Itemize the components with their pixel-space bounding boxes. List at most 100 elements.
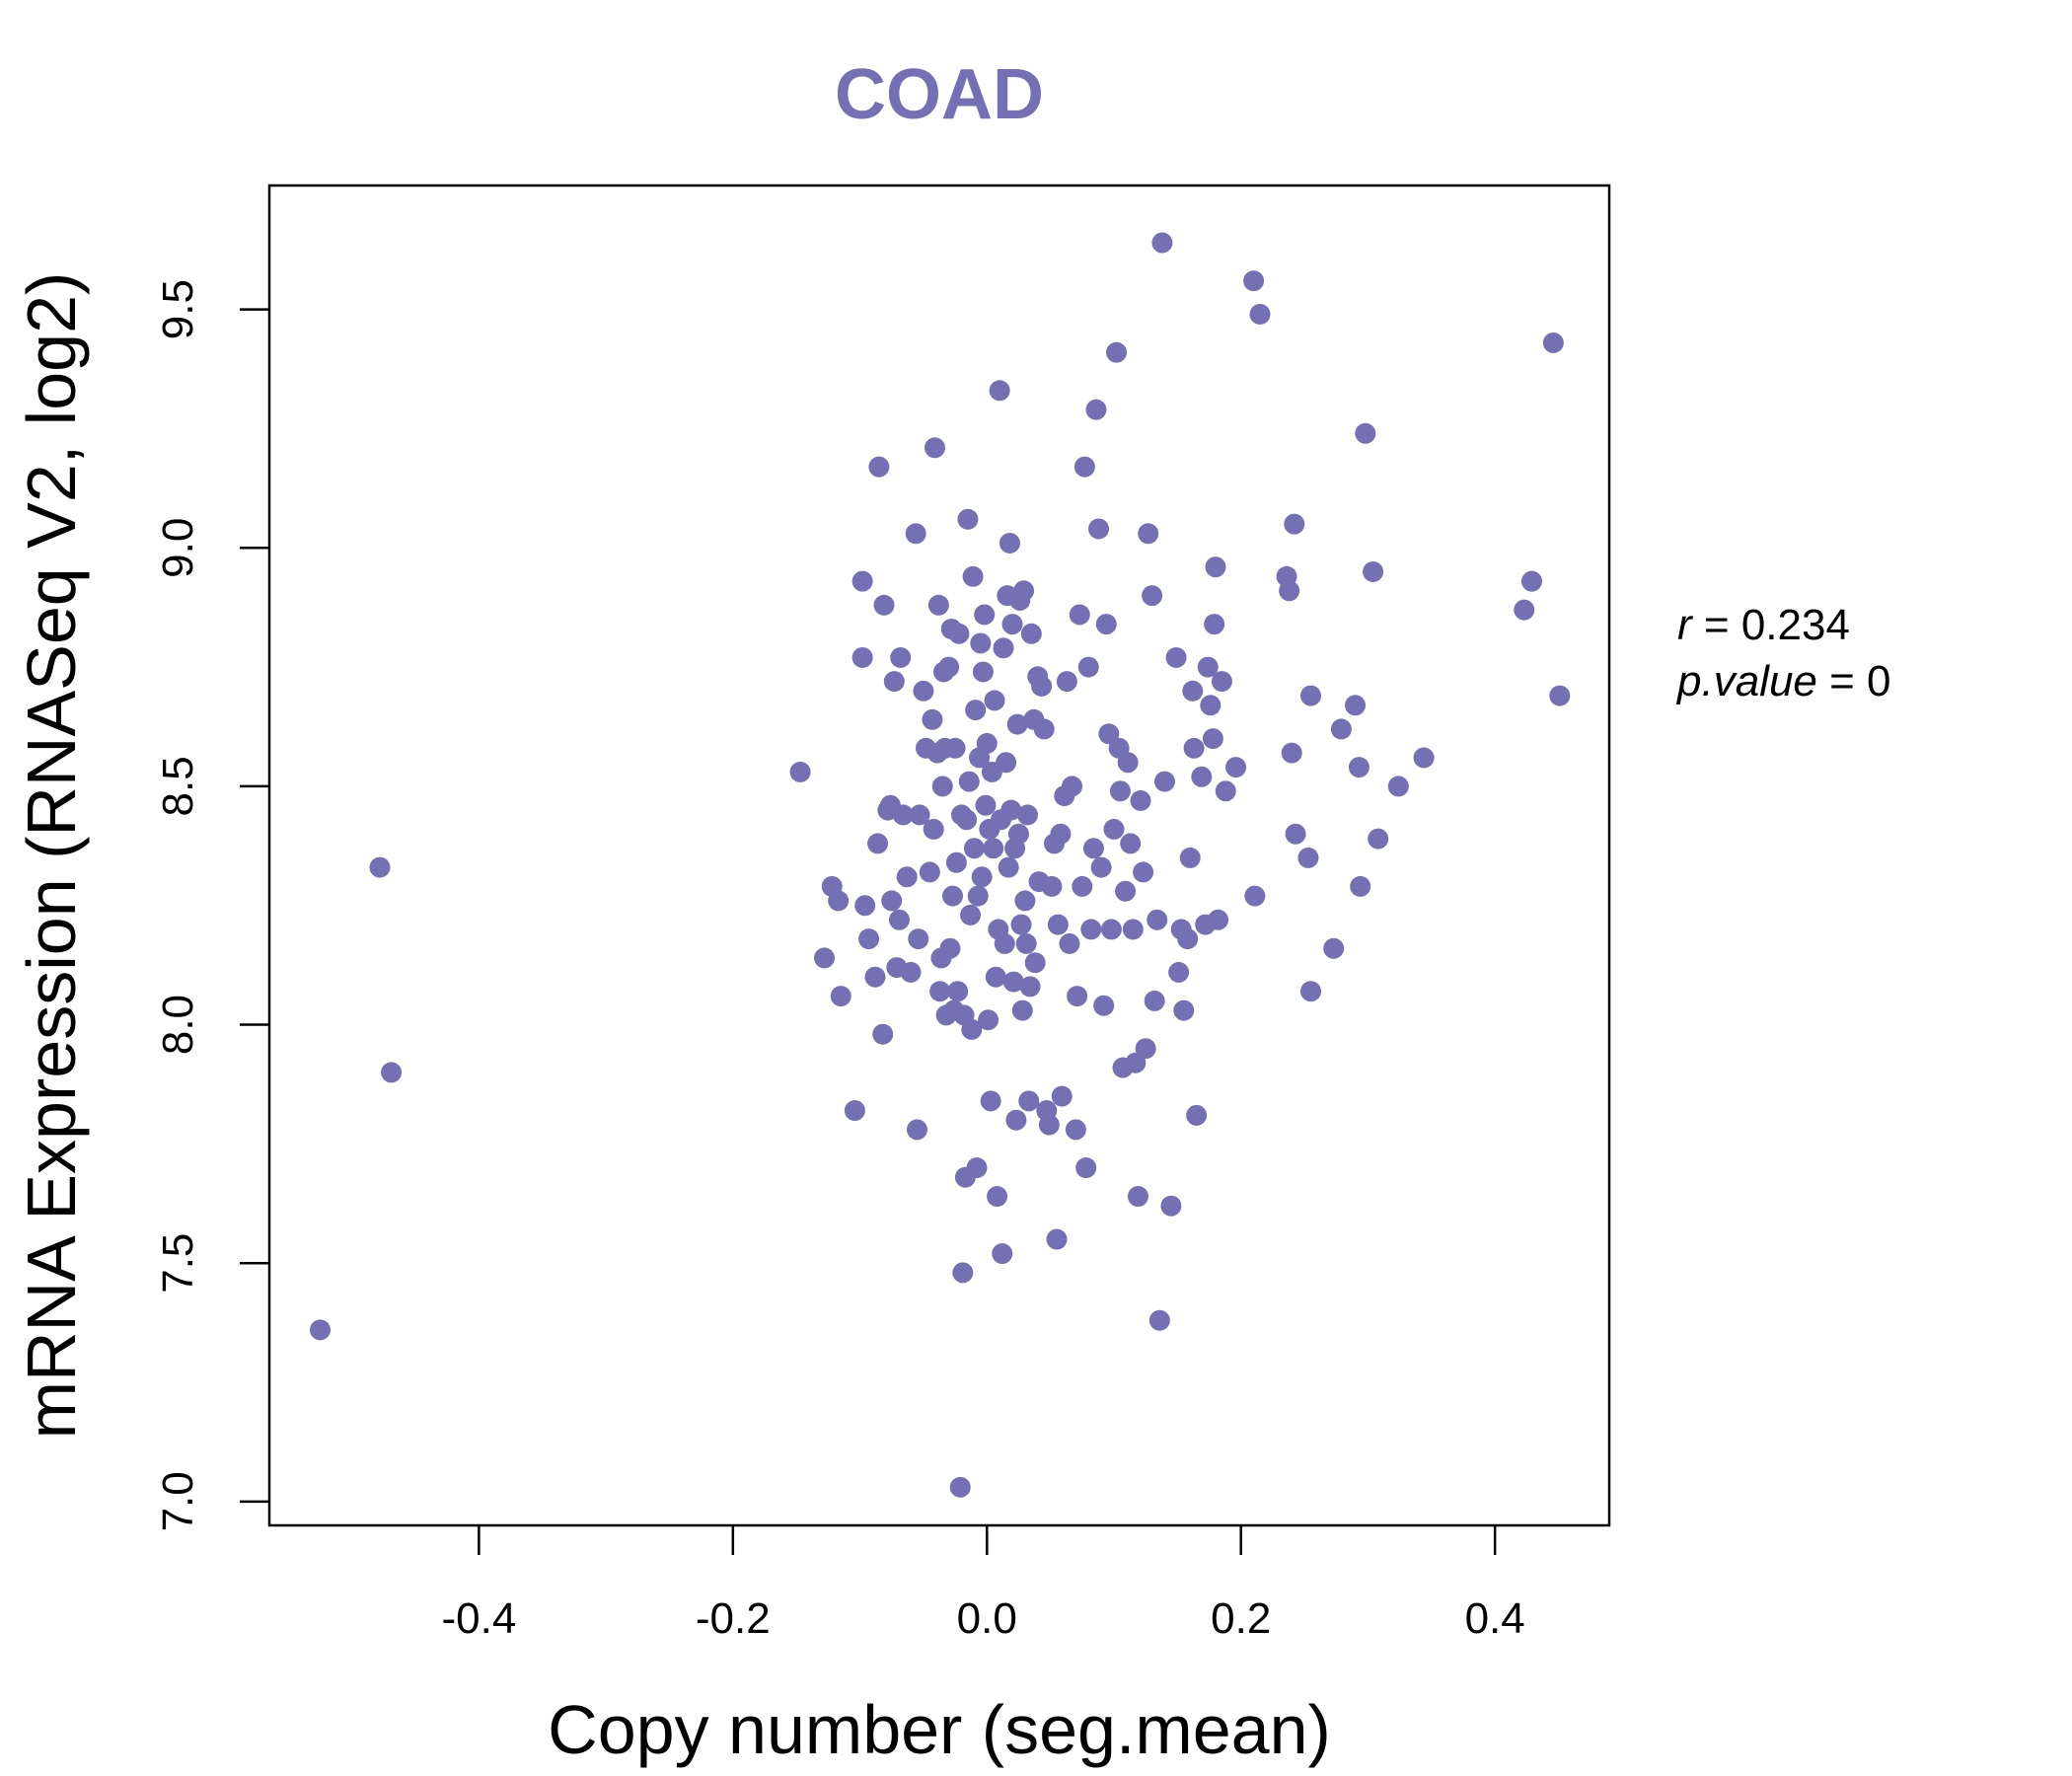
data-point (1080, 919, 1102, 940)
data-point (1300, 981, 1322, 1002)
y-tick-label: 9.5 (154, 279, 202, 339)
data-point (1249, 303, 1271, 325)
data-point (1148, 1309, 1170, 1331)
data-point (1047, 914, 1069, 935)
data-point (927, 594, 949, 616)
y-axis-label: mRNA Expression (RNASeq V2, log2) (13, 272, 90, 1440)
x-axis: -0.4 -0.2 0.0 0.2 0.4 (441, 1525, 1525, 1643)
data-point (1015, 932, 1037, 954)
data-point (1279, 580, 1300, 602)
data-point (999, 532, 1020, 554)
data-point (1363, 560, 1384, 582)
data-point (974, 604, 996, 626)
data-point (1368, 828, 1389, 850)
data-point (1038, 1114, 1060, 1136)
data-point (972, 661, 994, 683)
data-point (881, 890, 903, 912)
data-point (892, 804, 914, 826)
data-point (883, 671, 905, 693)
data-point (789, 761, 811, 782)
data-point (949, 1476, 971, 1498)
data-point (1098, 723, 1120, 745)
data-point (309, 1319, 331, 1341)
data-point (828, 890, 850, 912)
data-point (1046, 1228, 1068, 1250)
x-tick-label: 0.2 (1211, 1594, 1271, 1643)
x-tick-label: 0.4 (1465, 1594, 1525, 1643)
data-point (1142, 585, 1163, 607)
data-point (980, 1090, 1001, 1112)
data-point (913, 680, 934, 702)
data-point (966, 1157, 988, 1179)
data-point (1520, 570, 1542, 592)
data-point (1006, 713, 1028, 735)
x-tick-label: -0.4 (441, 1594, 516, 1643)
y-tick-label: 7.5 (154, 1233, 202, 1294)
plot-frame (267, 184, 1611, 1527)
data-point (1115, 880, 1137, 902)
data-point (975, 794, 997, 816)
r-label: r (1677, 601, 1694, 649)
data-point (944, 737, 966, 759)
data-point (1514, 599, 1535, 621)
data-point (814, 947, 836, 969)
data-point (1153, 771, 1175, 792)
data-point (1197, 656, 1219, 678)
data-point (909, 804, 930, 826)
data-point (1285, 823, 1306, 845)
data-point (929, 981, 951, 1002)
data-point (1151, 232, 1173, 254)
data-point (1348, 757, 1369, 778)
data-point (1106, 341, 1128, 363)
data-point (873, 594, 895, 616)
data-point (952, 1262, 974, 1284)
data-point (1100, 919, 1122, 940)
data-point (1144, 990, 1165, 1011)
data-point (983, 838, 1004, 859)
data-point (369, 856, 391, 878)
data-point (1103, 818, 1125, 840)
data-point (1127, 1186, 1148, 1208)
data-point (985, 966, 1006, 988)
data-point (1165, 646, 1187, 668)
y-axis: 7.0 7.5 8.0 8.5 9.0 9.5 (154, 279, 269, 1531)
data-point (844, 1100, 865, 1122)
data-point (998, 856, 1019, 878)
data-point (1160, 1195, 1182, 1217)
data-point (1085, 399, 1107, 420)
data-point (1062, 776, 1083, 797)
data-point (1093, 995, 1115, 1016)
data-point (1109, 780, 1131, 802)
data-point (960, 904, 982, 925)
data-point (1013, 580, 1035, 602)
data-point (945, 851, 967, 873)
data-point (1073, 456, 1095, 478)
y-tick-label: 8.0 (154, 995, 202, 1055)
data-point (1041, 875, 1063, 897)
p-value: 0 (1867, 657, 1890, 705)
data-point (958, 771, 980, 792)
data-point (1059, 932, 1080, 954)
data-point (888, 909, 910, 930)
data-point (1542, 332, 1564, 353)
data-point (919, 861, 940, 883)
data-point (989, 380, 1010, 402)
data-point (830, 986, 851, 1007)
r-value: 0.234 (1741, 601, 1850, 649)
data-point (994, 932, 1015, 954)
data-point (996, 752, 1017, 774)
data-point (851, 646, 873, 668)
data-point (1031, 675, 1053, 697)
data-point (1033, 718, 1055, 740)
data-point (1350, 875, 1371, 897)
data-point (924, 437, 945, 459)
data-point (993, 637, 1014, 659)
p-equals: = (1817, 657, 1867, 705)
x-tick-label: 0.0 (957, 1594, 1017, 1643)
data-point (1002, 971, 1024, 993)
data-point (1205, 556, 1226, 578)
data-point (872, 1023, 894, 1045)
data-point (1001, 614, 1023, 635)
data-point (867, 833, 889, 854)
